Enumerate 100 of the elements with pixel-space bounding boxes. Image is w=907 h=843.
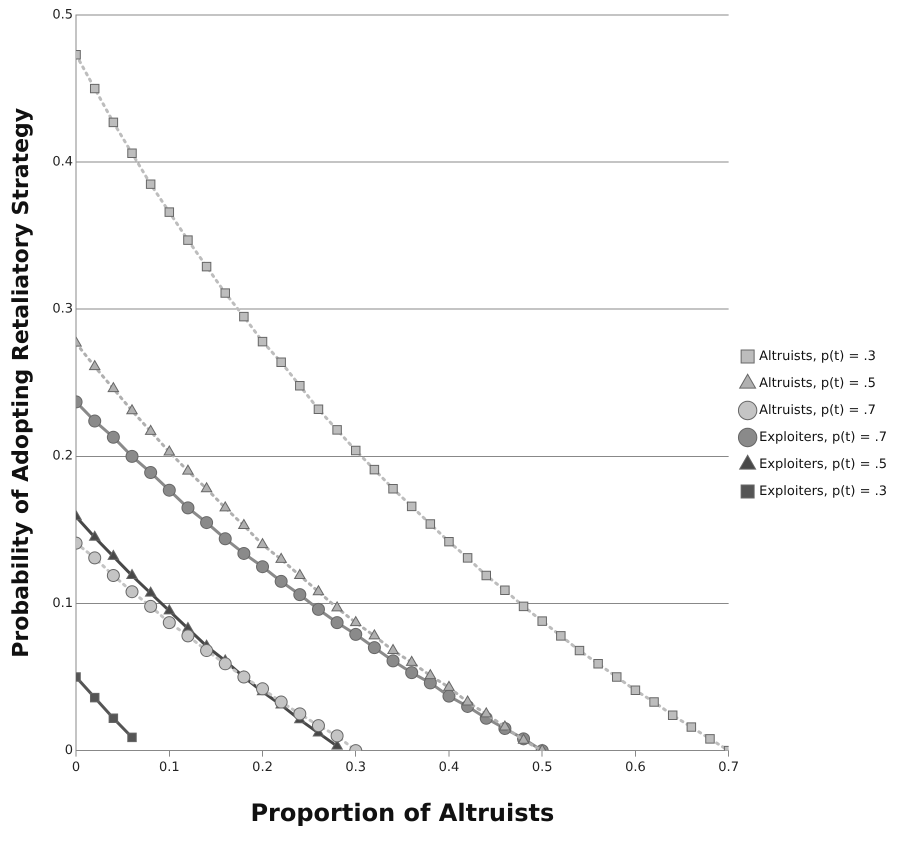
point	[144, 586, 156, 597]
point	[108, 550, 120, 560]
point	[164, 604, 175, 614]
point	[90, 692, 100, 702]
point	[108, 118, 118, 128]
point	[146, 179, 156, 189]
point	[349, 628, 362, 641]
point	[126, 569, 138, 580]
point	[406, 656, 418, 666]
x-tick-label: 0.5	[532, 760, 553, 775]
y-axis-title: Probability of Adopting Retaliatory Strategy	[8, 108, 34, 658]
point	[276, 357, 286, 367]
point	[106, 430, 120, 444]
legend-label: Altruists, p(t) = .7	[759, 402, 876, 418]
point	[258, 336, 268, 346]
point	[442, 690, 456, 703]
point	[556, 631, 566, 641]
x-tick-label: 0.6	[625, 760, 646, 775]
point	[294, 569, 306, 580]
point	[387, 644, 399, 654]
point	[275, 552, 287, 563]
legend-label: Altruists, p(t) = .3	[759, 348, 876, 364]
y-tick-label: 0	[64, 742, 74, 758]
point	[332, 425, 342, 435]
point	[256, 538, 268, 548]
point	[256, 682, 270, 696]
point	[537, 616, 547, 626]
point	[424, 669, 436, 680]
x-tick-label: 0.4	[438, 760, 460, 775]
point	[330, 616, 344, 630]
point	[295, 381, 305, 390]
point	[218, 532, 232, 546]
point	[274, 574, 288, 588]
x-tick-label: 0.2	[252, 760, 273, 775]
point	[237, 546, 250, 560]
point	[127, 148, 137, 158]
point	[144, 600, 158, 613]
point	[181, 501, 194, 514]
legend-label: Exploiters, p(t) = .7	[759, 430, 888, 445]
point	[90, 84, 100, 94]
point	[480, 707, 492, 718]
point	[518, 602, 528, 612]
point	[370, 464, 380, 474]
point	[293, 707, 306, 720]
point	[202, 262, 212, 272]
point	[200, 482, 212, 492]
point	[386, 654, 400, 668]
point	[443, 680, 455, 691]
point	[668, 710, 678, 720]
point	[686, 722, 696, 732]
point	[182, 464, 194, 475]
x-tick-label: 0.1	[158, 760, 180, 775]
point	[106, 569, 120, 582]
point	[164, 445, 175, 456]
point	[368, 641, 381, 654]
point	[330, 729, 344, 742]
point	[200, 644, 214, 658]
point	[218, 657, 232, 670]
point	[649, 697, 659, 707]
point	[88, 551, 102, 564]
point	[312, 719, 325, 732]
legend-label: Altruists, p(t) = .5	[759, 376, 876, 391]
point	[238, 519, 250, 530]
point	[126, 450, 139, 463]
point	[705, 734, 715, 744]
point	[426, 519, 436, 529]
point	[162, 616, 176, 630]
x-axis-title: Proportion of Altruists	[250, 798, 554, 827]
point	[108, 713, 118, 723]
point	[164, 207, 174, 217]
point	[331, 601, 343, 612]
point	[462, 696, 474, 706]
point	[314, 404, 324, 414]
point	[108, 382, 120, 392]
x-tick-label: 0.3	[345, 760, 366, 775]
point	[127, 732, 137, 742]
point	[181, 629, 194, 642]
point	[406, 502, 416, 512]
point	[574, 646, 584, 656]
point	[89, 360, 100, 370]
y-tick-label: 0.5	[52, 7, 74, 22]
point	[256, 560, 270, 574]
point	[144, 466, 158, 480]
point	[126, 404, 138, 414]
point	[89, 530, 100, 541]
point	[593, 659, 603, 669]
point	[162, 484, 176, 497]
point	[239, 312, 249, 322]
x-tick-label: 0.7	[718, 760, 739, 775]
point	[237, 670, 250, 684]
point	[274, 696, 288, 709]
point	[482, 570, 491, 580]
point	[612, 672, 622, 682]
point	[200, 516, 214, 530]
point	[220, 288, 230, 298]
y-tick-label: 0.2	[52, 448, 74, 464]
point	[462, 553, 472, 563]
point	[312, 602, 325, 616]
point	[144, 424, 156, 435]
point	[126, 585, 139, 598]
